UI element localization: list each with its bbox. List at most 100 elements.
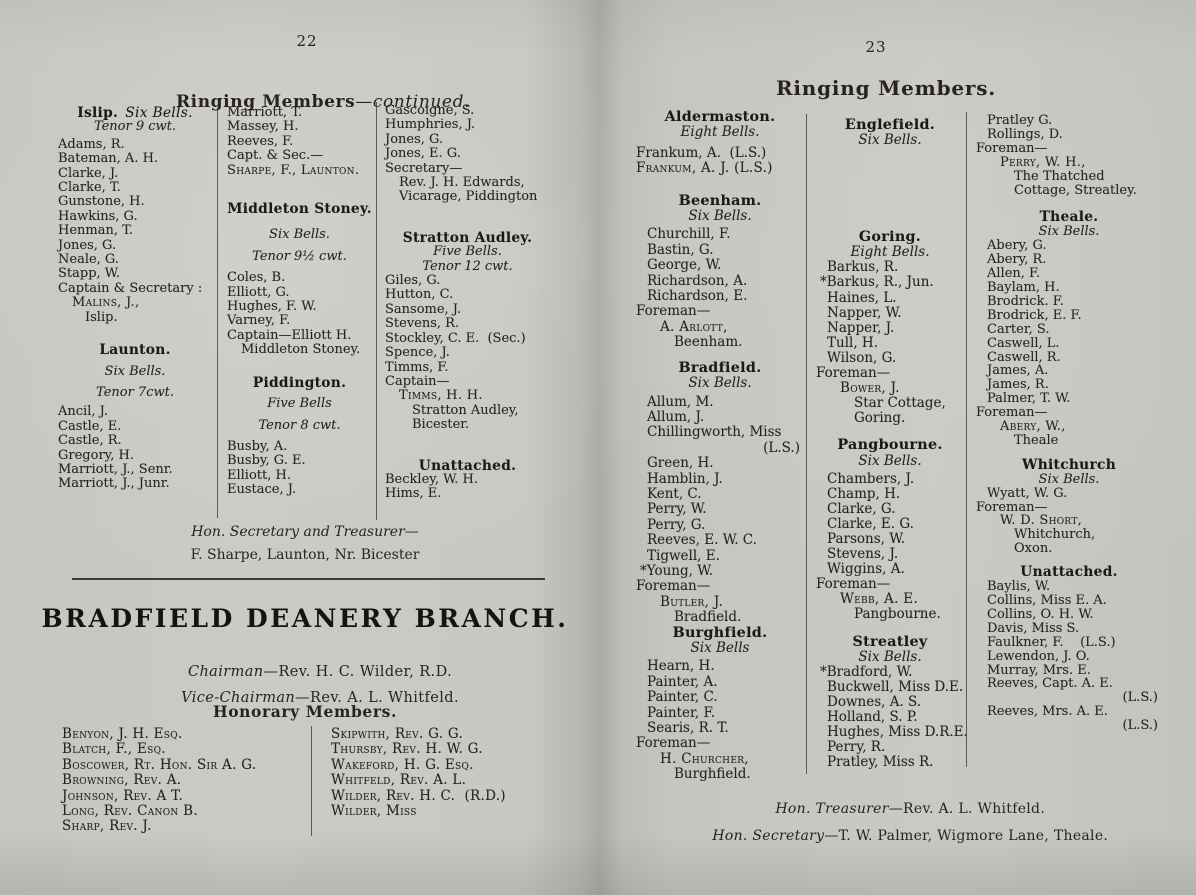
member-line: Webb, A. E. <box>840 591 919 608</box>
member-line: Carter, S. <box>987 321 1050 337</box>
treasurer-label: Hon. Treasurer <box>775 801 889 817</box>
honorary-member-line: Browning, Rev. A. <box>62 772 182 789</box>
member-line: Henman, T. <box>58 223 134 239</box>
member-line: Richardson, E. <box>647 288 748 305</box>
honorary-member-line: Benyon, J. H. Esq. <box>62 726 183 742</box>
member-line: Chillingworth, Miss <box>647 424 782 441</box>
member-line: Theale <box>1014 432 1059 448</box>
honorary-member-line: Whitfeld, Rev. A. L. <box>331 772 467 789</box>
tower-header: Pangbourne. <box>837 437 943 454</box>
member-line: Foreman— <box>976 405 1048 421</box>
tower-header: Streatley <box>852 633 928 650</box>
tower-subheader: Six Bells. <box>688 375 752 392</box>
member-line: Spence, J. <box>385 345 450 361</box>
member-line: Humphries, J. <box>385 117 476 133</box>
page-number: 22 <box>296 32 318 50</box>
member-line: Perry, G. <box>647 516 706 533</box>
tower-header: Goring. <box>858 229 922 246</box>
member-line: Malins, J., <box>72 295 140 311</box>
member-line: Busby, G. E. <box>227 453 306 469</box>
honorary-member-line: Wakeford, H. G. Esq. <box>331 756 474 773</box>
branch-title: BRADFIELD DEANERY BRANCH. <box>41 604 569 633</box>
member-line: Marriott, T. <box>227 105 303 120</box>
secretary-name: —T. W. Palmer, Wigmore Lane, Theale. <box>824 828 1109 844</box>
member-line: Napper, J. <box>827 319 895 336</box>
honorary-column-rule <box>311 726 312 836</box>
member-line: Pratley, Miss R. <box>827 754 934 771</box>
tower-subheader: Six Bells. <box>858 648 922 665</box>
member-line: Captain & Secretary : <box>58 280 203 296</box>
member-line: Perry, R. <box>827 739 886 756</box>
member-line: Castle, R. <box>58 433 122 449</box>
honorary-member-line: Blatch, F., Esq. <box>62 741 166 758</box>
member-line: Jones, E. G. <box>385 146 461 162</box>
member-line: Whitchurch, <box>1014 527 1096 543</box>
member-line: Kent, C. <box>647 485 702 502</box>
member-line: Sharpe, F., Launton. <box>227 162 360 178</box>
tower-header: Aldermaston. <box>664 109 776 125</box>
member-line: Baylam, H. <box>987 279 1060 295</box>
member-line: W. D. Short, <box>1000 513 1083 529</box>
honorary-member-line: Wilder, Miss <box>331 803 417 820</box>
member-line: Wyatt, W. G. <box>987 485 1068 501</box>
member-line: Goring. <box>854 410 906 427</box>
member-line: Abery, G. <box>987 238 1047 254</box>
member-line: Bastin, G. <box>647 241 714 258</box>
spacer <box>816 623 964 635</box>
column-aldermaston-burghfield: Aldermaston. Eight Bells. Frankum, A. (L.S… <box>636 109 804 783</box>
member-line: Barkus, R. <box>827 259 899 276</box>
member-line: A. Arlott, <box>660 318 728 335</box>
honorary-members-right: Skipwith, Rev. G. G. Thursby, Rev. H. W. … <box>331 726 571 820</box>
secretary-label: Hon. Secretary <box>712 828 825 844</box>
member-line: Pratley G. <box>987 113 1053 128</box>
member-line: Lewendon, J. O. <box>987 648 1090 664</box>
tower-subheader: Eight Bells. <box>850 244 930 261</box>
member-line: Gascoigne, S. <box>385 103 475 118</box>
member-line: *Young, W. <box>640 562 714 579</box>
spacer <box>227 178 372 202</box>
tower-header: Bradfield. <box>678 359 762 376</box>
honorary-member-line: Long, Rev. Canon B. <box>62 803 198 820</box>
tower-subheader: Tenor 12 cwt. <box>422 258 513 274</box>
member-line: Busby, A. <box>227 438 288 454</box>
member-line: Brodrick, E. F. <box>987 307 1082 323</box>
tower-header: Launton. <box>99 342 171 359</box>
member-line: Elliott, G. <box>227 284 290 300</box>
member-line: Star Cottage, <box>854 395 946 412</box>
member-line: Perry, W. H., <box>1000 154 1086 170</box>
page-title-text: Ringing Members <box>175 92 356 112</box>
column-middleton-piddington: Marriott, T. Massey, H. Reeves, F. Capt. & … <box>227 105 372 498</box>
honorary-member-line: Sharp, Rev. J. <box>62 818 152 835</box>
member-line: Marriott, J., Junr. <box>58 476 170 492</box>
member-line: Buckwell, Miss D.E. <box>827 678 964 695</box>
column-theale-unattached: Pratley G. Rollings, D. Foreman— Perry, W. … <box>976 114 1162 733</box>
member-line: Pangbourne. <box>854 606 941 623</box>
vice-chairman-line: Vice-Chairman—Rev. A. L. Whitfeld. <box>30 674 580 722</box>
member-line: Hawkins, G. <box>58 208 138 224</box>
member-line: George, W. <box>647 257 722 274</box>
spacer <box>227 358 372 376</box>
member-line: Parsons, W. <box>827 530 906 547</box>
tower-header: Burghfield. <box>672 624 768 641</box>
chairman-name: —Rev. H. C. Wilder, R.D. <box>263 664 453 680</box>
member-line: Perry, W. <box>647 501 707 518</box>
column-rule <box>217 108 218 518</box>
member-line: Painter, F. <box>647 704 716 721</box>
member-line: Castle, E. <box>58 418 122 434</box>
member-line: Bower, J. <box>840 380 900 397</box>
member-line: Baylis, W. <box>987 579 1051 595</box>
member-line: Timms, H. H. <box>399 388 483 404</box>
tower-subheader: Five Bells <box>267 396 332 412</box>
tower-header: Englefield. <box>844 117 936 133</box>
column-englefield-streatley: Englefield. Six Bells. Goring. Eight Bells.… <box>816 117 968 771</box>
member-line: Beckley, W. H. <box>385 471 478 487</box>
member-line: Islip. <box>85 309 118 325</box>
member-line: Holland, S. P. <box>827 709 918 725</box>
column-stratton-unattached: Gascoigne, S. Humphries, J. Jones, G. Jones… <box>385 103 550 502</box>
member-line: Haines, L. <box>827 289 897 306</box>
page-23: 23 Ringing Members. Aldermaston. Eight Be… <box>596 0 1196 895</box>
tower-subheader: Six Bells. <box>269 227 330 243</box>
member-line: Timms, F. <box>385 359 449 375</box>
